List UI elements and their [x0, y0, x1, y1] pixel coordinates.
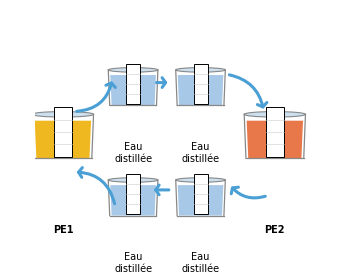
Text: Eau
distillée: Eau distillée — [114, 142, 152, 164]
Ellipse shape — [32, 111, 93, 117]
Text: PE1: PE1 — [53, 225, 73, 235]
Polygon shape — [178, 75, 223, 105]
Polygon shape — [178, 185, 223, 215]
Text: PE2: PE2 — [265, 225, 285, 235]
Bar — [193, 64, 208, 104]
Ellipse shape — [176, 68, 225, 72]
Polygon shape — [110, 185, 156, 215]
Text: Eau
distillée: Eau distillée — [181, 252, 220, 274]
Ellipse shape — [108, 68, 158, 72]
Text: Eau
distillée: Eau distillée — [114, 252, 152, 274]
Bar — [126, 64, 140, 104]
Polygon shape — [247, 121, 303, 158]
Bar — [266, 107, 283, 157]
Bar — [126, 174, 140, 214]
Text: Eau
distillée: Eau distillée — [181, 142, 220, 164]
Ellipse shape — [176, 178, 225, 182]
Ellipse shape — [244, 111, 306, 117]
Polygon shape — [35, 121, 91, 158]
Polygon shape — [110, 75, 156, 105]
Bar — [54, 107, 72, 157]
Ellipse shape — [108, 178, 158, 182]
Bar — [193, 174, 208, 214]
